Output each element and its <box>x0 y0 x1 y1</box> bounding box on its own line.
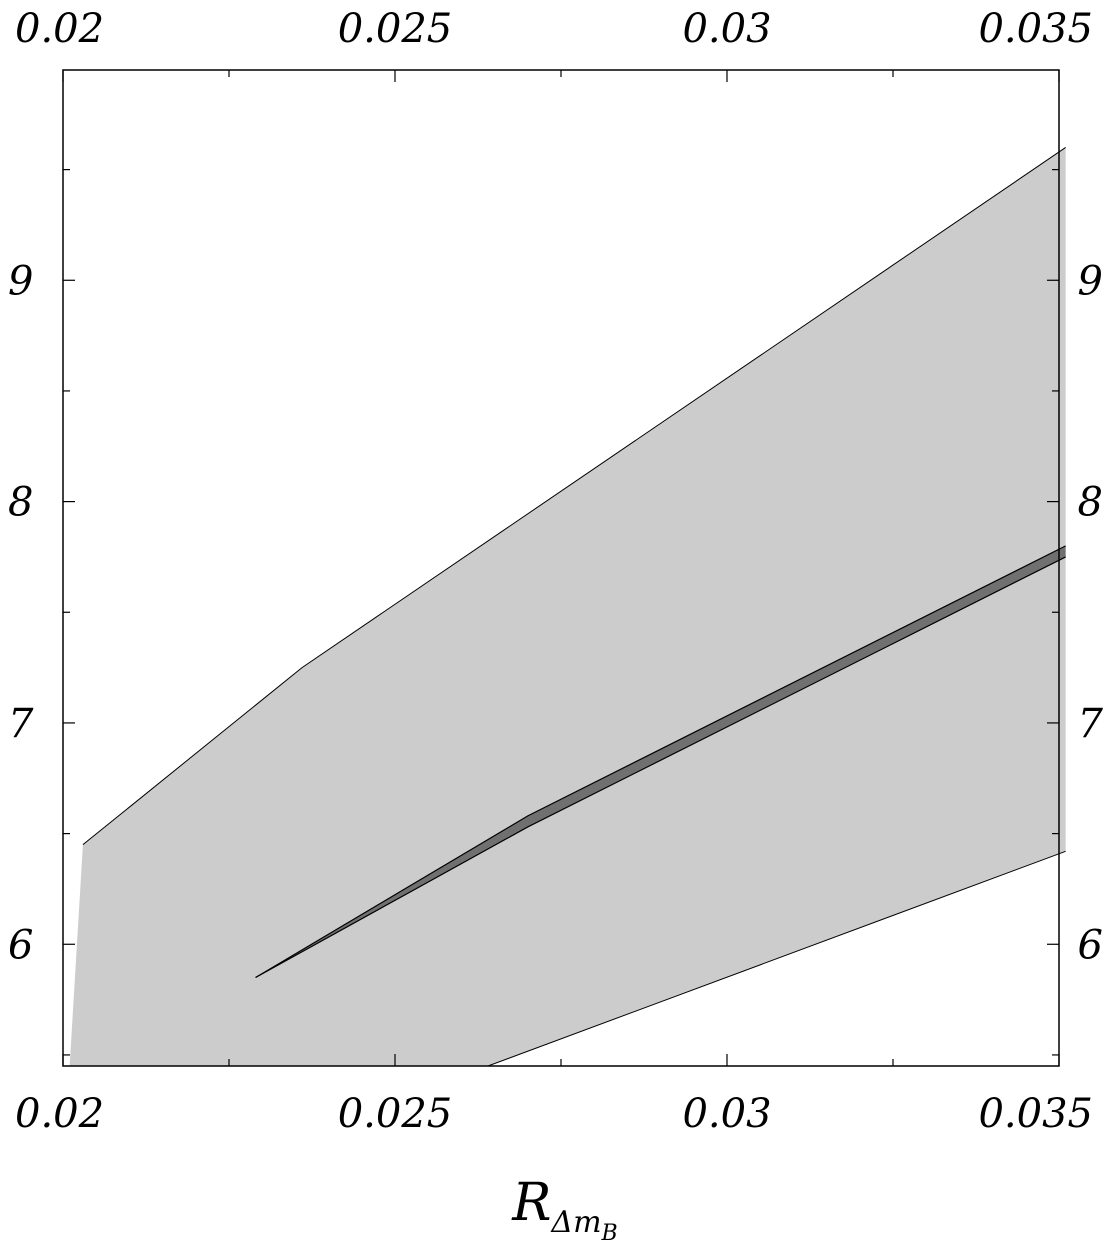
x-axis-label-subsub: B <box>601 1221 618 1245</box>
x-tick-label-top: 0.025 <box>338 6 453 52</box>
x-tick-label-bottom: 0.03 <box>682 1091 771 1137</box>
y-tick-label-right: 8 <box>1078 480 1103 526</box>
x-tick-label-top: 0.035 <box>978 6 1093 52</box>
inner-band-lower-edge <box>255 556 1066 978</box>
y-tick-label-right: 9 <box>1078 258 1103 304</box>
tick-labels-layer: 0.02 0.02 0.025 0.025 0.03 0.03 0.035 0.035 6 6 7 7… <box>8 6 1104 1137</box>
inner-band <box>255 545 1066 978</box>
y-tick-label-left: 6 <box>8 922 33 968</box>
inner-band-upper-edge <box>255 545 1066 978</box>
y-tick-label-left: 9 <box>8 258 33 304</box>
x-axis-label: RΔmB <box>511 1173 617 1245</box>
x-tick-label-top: 0.02 <box>15 6 104 52</box>
x-tick-label-bottom: 0.035 <box>978 1091 1093 1137</box>
x-axis-label-main: R <box>511 1173 551 1233</box>
x-tick-label-bottom: 0.025 <box>338 1091 453 1137</box>
y-tick-label-right: 6 <box>1078 922 1103 968</box>
ticks-layer <box>62 70 1060 1066</box>
outer-band <box>69 147 1066 1066</box>
x-tick-label-top: 0.03 <box>682 6 771 52</box>
x-tick-label-bottom: 0.02 <box>15 1091 104 1137</box>
y-tick-label-right: 7 <box>1078 701 1104 747</box>
y-tick-label-left: 8 <box>8 480 33 526</box>
outer-band-upper-edge <box>82 147 1066 846</box>
x-axis-label-sub: Δm <box>550 1205 601 1240</box>
y-tick-label-left: 7 <box>8 701 34 747</box>
bands-layer <box>69 147 1066 1067</box>
